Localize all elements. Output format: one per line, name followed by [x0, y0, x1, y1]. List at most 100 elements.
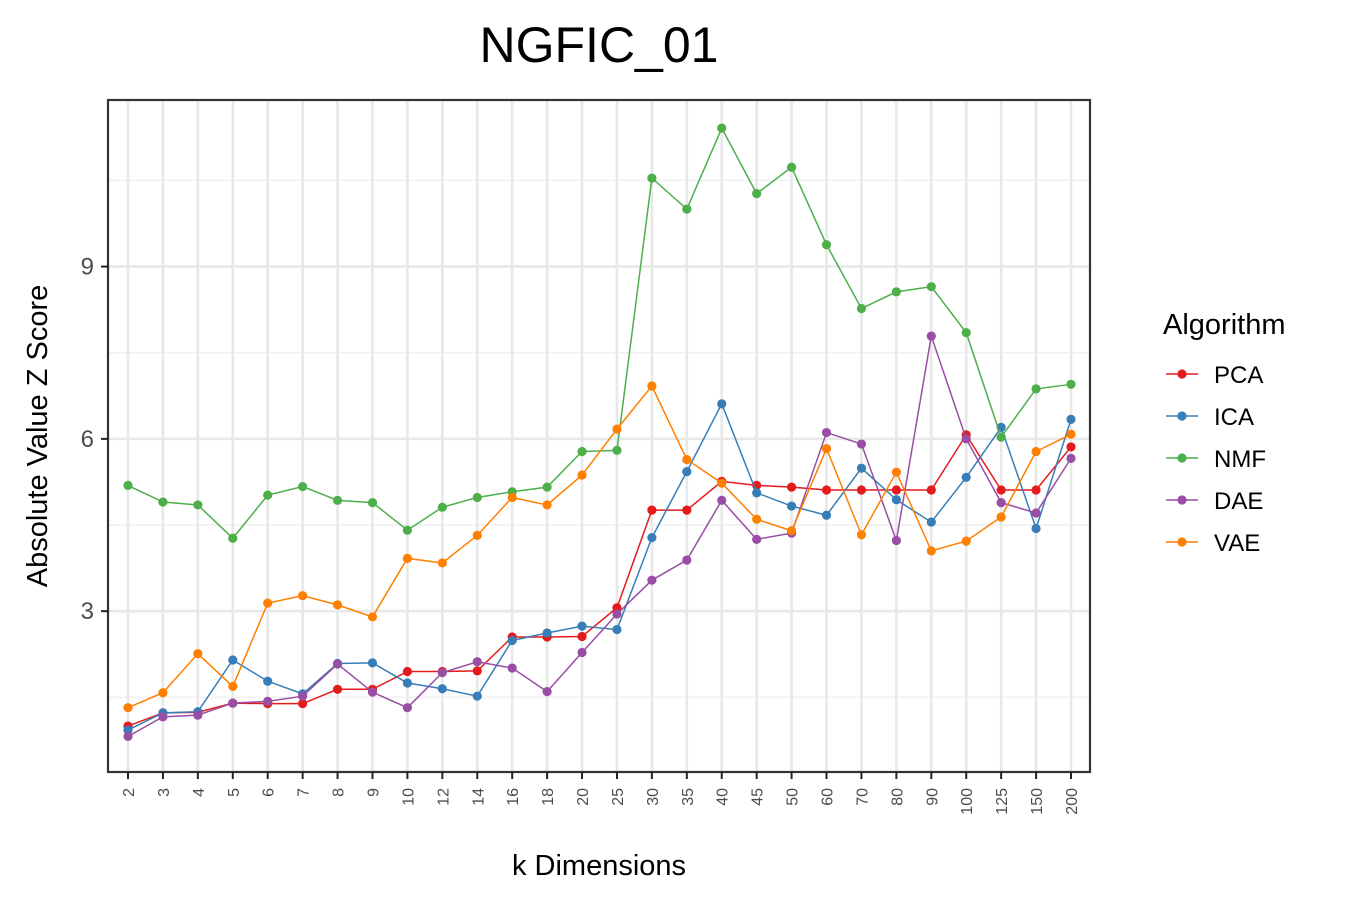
data-point-nmf — [332, 495, 343, 505]
x-tick-label: 200 — [1064, 788, 1081, 815]
data-point-pca — [402, 666, 413, 677]
data-point-ica — [367, 658, 378, 668]
x-tick-label: 90 — [924, 788, 941, 806]
data-point-dae — [228, 698, 238, 708]
data-point-dae — [1031, 508, 1041, 518]
legend-key-point — [1177, 495, 1187, 505]
data-point-vae — [332, 600, 343, 610]
data-point-dae — [332, 659, 343, 669]
data-point-ica — [1066, 414, 1076, 424]
data-point-nmf — [752, 189, 762, 199]
legend-key-point — [1177, 411, 1187, 421]
data-point-ica — [437, 684, 447, 694]
data-point-vae — [821, 444, 832, 454]
data-point-dae — [821, 427, 832, 438]
x-tick-label: 20 — [575, 788, 592, 806]
grid-layer — [108, 100, 1090, 772]
data-point-vae — [717, 478, 727, 488]
data-point-nmf — [402, 525, 413, 535]
data-point-pca — [332, 684, 343, 694]
data-point-ica — [1031, 523, 1041, 534]
legend-label: PCA — [1214, 362, 1263, 389]
data-point-nmf — [367, 498, 378, 508]
data-point-vae — [996, 512, 1006, 522]
data-point-vae — [786, 526, 797, 536]
data-point-vae — [123, 703, 133, 713]
data-point-vae — [402, 553, 413, 563]
data-point-dae — [472, 657, 482, 667]
y-tick-label: 6 — [81, 426, 94, 453]
data-point-ica — [647, 533, 657, 543]
data-point-nmf — [996, 432, 1006, 442]
data-point-ica — [472, 691, 482, 701]
y-axis-title: Absolute Value Z Score — [22, 285, 54, 588]
data-point-vae — [577, 470, 587, 480]
x-tick-label: 80 — [889, 788, 906, 806]
data-point-dae — [507, 663, 517, 673]
x-tick-label: 8 — [331, 788, 348, 797]
data-point-dae — [682, 555, 692, 565]
data-point-dae — [961, 434, 971, 444]
x-tick-label: 45 — [750, 788, 767, 806]
legend-item-nmf: NMF — [1166, 446, 1266, 473]
data-point-pca — [891, 485, 901, 495]
x-tick-label: 16 — [505, 788, 522, 806]
x-tick-label: 3 — [156, 788, 173, 797]
chart-title: NGFIC_01 — [480, 17, 719, 73]
x-tick-label: 5 — [226, 788, 243, 797]
data-point-nmf — [577, 446, 587, 457]
x-tick-label: 60 — [820, 788, 837, 806]
data-point-ica — [856, 463, 867, 473]
data-point-vae — [298, 591, 308, 601]
data-point-ica — [228, 655, 238, 665]
data-point-nmf — [856, 303, 867, 314]
data-point-nmf — [717, 123, 727, 133]
x-tick-label: 7 — [296, 788, 313, 797]
x-tick-label: 70 — [854, 788, 871, 806]
legend: Algorithm PCA ICA NMF DAE VAE — [1163, 309, 1286, 557]
x-axis-title: k Dimensions — [512, 850, 686, 882]
data-point-ica — [961, 472, 971, 482]
data-point-dae — [263, 696, 273, 706]
x-tick-label: 125 — [994, 788, 1011, 815]
data-point-vae — [856, 530, 867, 540]
data-point-pca — [612, 603, 622, 613]
x-tick-label: 4 — [191, 788, 208, 797]
legend-key-point — [1177, 537, 1187, 547]
series-nmf — [123, 123, 1076, 543]
x-tick-label: 25 — [610, 788, 627, 806]
data-point-vae — [891, 467, 901, 477]
series-vae — [123, 381, 1076, 713]
data-point-pca — [856, 485, 867, 495]
data-point-nmf — [612, 445, 622, 455]
series-line-pca — [127, 433, 1072, 727]
legend-item-dae: DAE — [1166, 488, 1263, 515]
data-point-nmf — [1031, 384, 1041, 394]
data-point-ica — [263, 676, 273, 686]
data-point-pca — [1031, 485, 1041, 495]
data-point-dae — [647, 575, 657, 585]
legend-key-point — [1177, 369, 1187, 379]
data-point-dae — [577, 647, 587, 658]
data-point-pca — [926, 485, 936, 495]
data-point-dae — [856, 439, 867, 449]
data-point-pca — [682, 505, 692, 515]
x-tick-label: 2 — [121, 788, 138, 797]
data-point-vae — [926, 546, 936, 556]
data-point-vae — [193, 649, 203, 659]
data-point-pca — [647, 505, 657, 515]
y-tick-label: 3 — [81, 598, 94, 625]
data-point-nmf — [786, 162, 797, 172]
data-point-nmf — [193, 500, 203, 510]
data-point-nmf — [821, 240, 832, 250]
data-point-dae — [298, 691, 308, 701]
plot-panel-border — [106, 98, 1092, 774]
data-point-pca — [996, 485, 1006, 495]
y-tick-label: 9 — [81, 254, 94, 281]
legend-item-ica: ICA — [1166, 404, 1254, 431]
series-line-vae — [127, 384, 1072, 709]
data-point-vae — [158, 688, 168, 698]
data-point-vae — [612, 424, 622, 434]
